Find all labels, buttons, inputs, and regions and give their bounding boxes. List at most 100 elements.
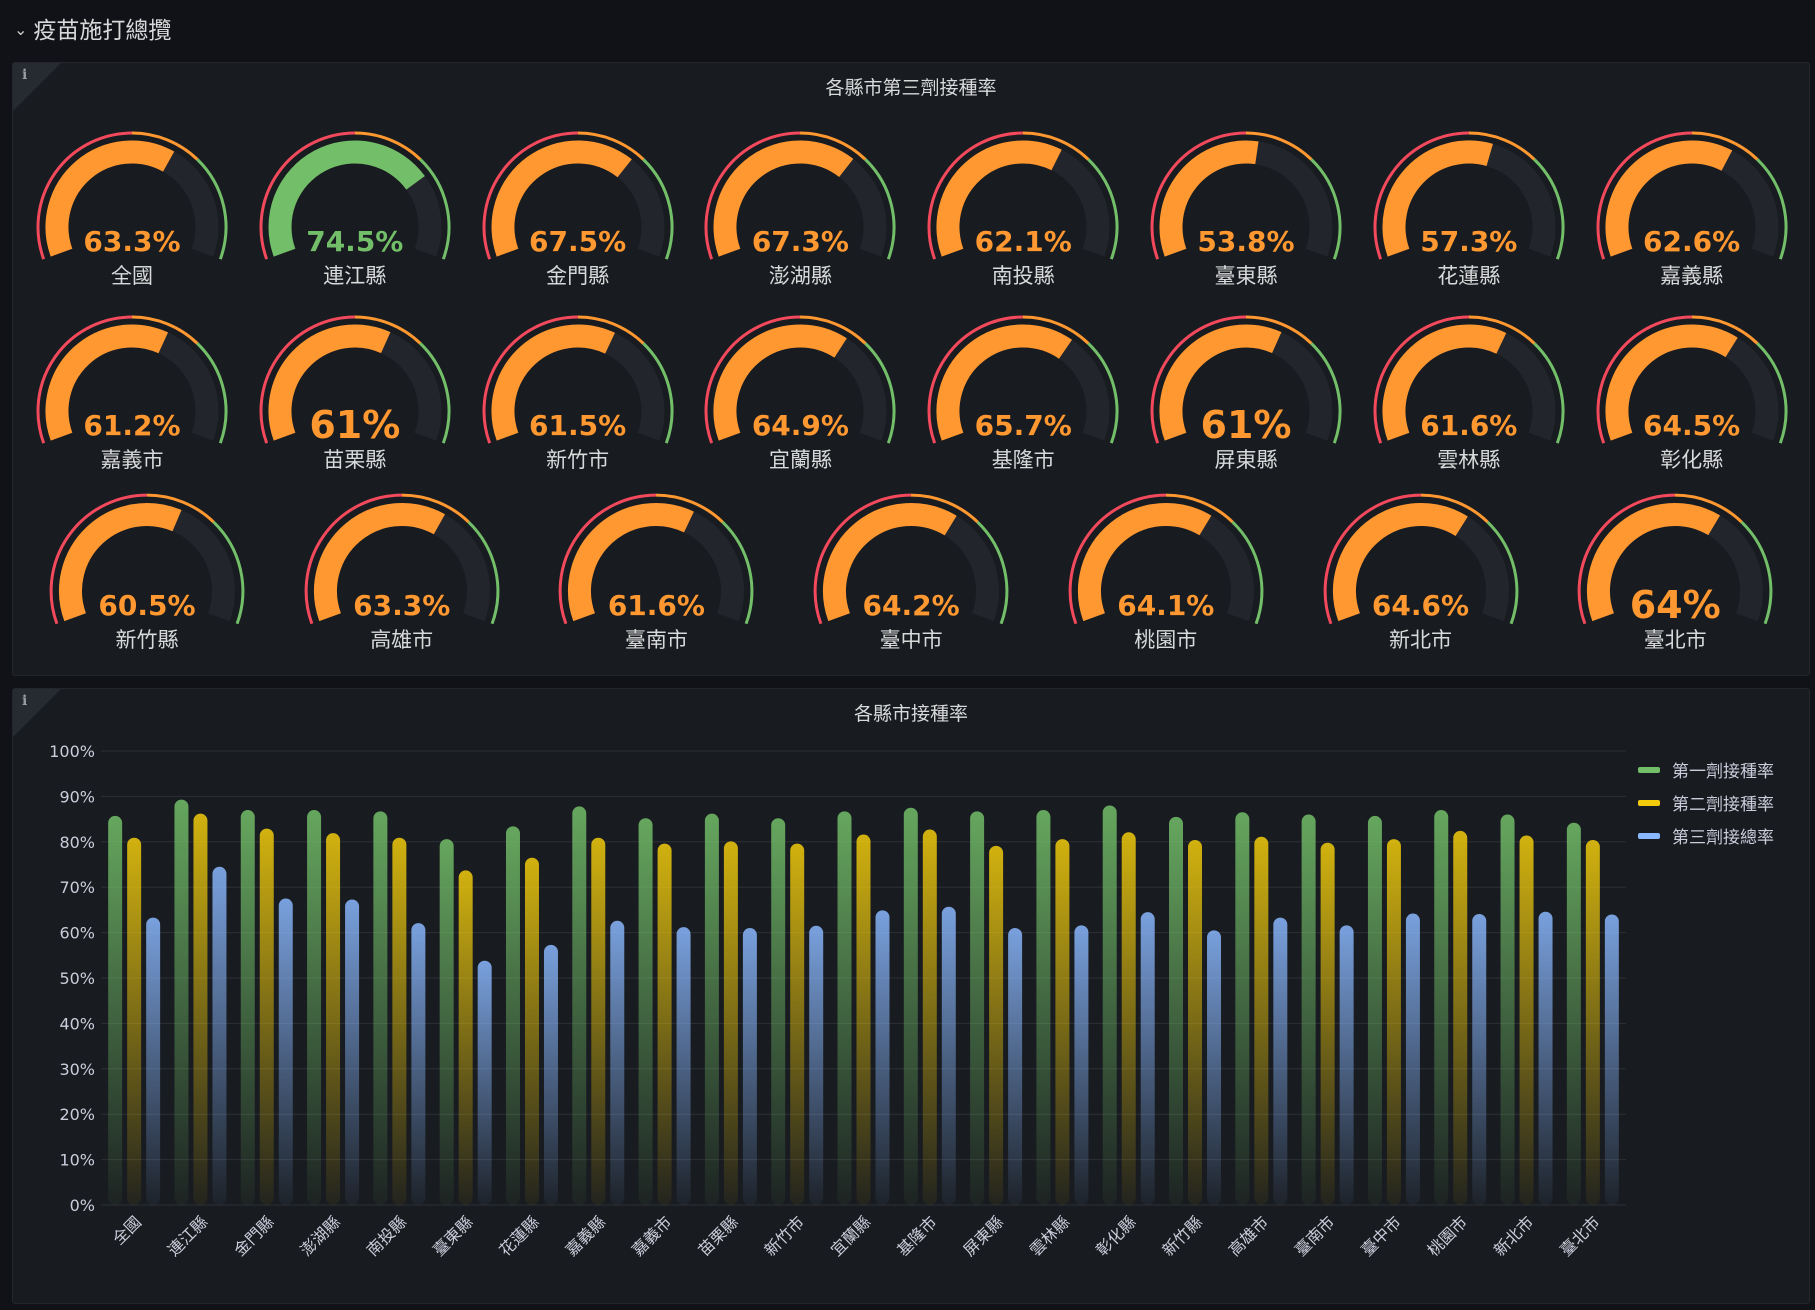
bar-2[interactable] [1254, 836, 1269, 1205]
gauge: 64.1% 桃園市 [1056, 491, 1276, 671]
bar-3[interactable] [411, 923, 426, 1205]
bar-1[interactable] [704, 813, 719, 1205]
bar-3[interactable] [212, 866, 227, 1205]
threshold-band [1373, 131, 1469, 260]
legend-item[interactable]: 第一劑接種率 [1638, 753, 1774, 786]
bar-3[interactable] [809, 925, 824, 1205]
bar-3[interactable] [1472, 913, 1487, 1205]
bar-3[interactable] [1405, 913, 1420, 1205]
row-header-vaccine-overview[interactable]: ⌄ 疫苗施打總攬 [14, 8, 171, 48]
bar-1[interactable] [903, 807, 918, 1205]
bar-2[interactable] [1519, 835, 1534, 1205]
bar-3[interactable] [1604, 914, 1619, 1205]
bar-1[interactable] [505, 826, 520, 1205]
bar-1[interactable] [1367, 815, 1382, 1205]
bar-2[interactable] [1188, 839, 1203, 1205]
threshold-band [1245, 315, 1313, 345]
gauge-value-arc [823, 503, 957, 622]
legend-item[interactable]: 第三劑接總率 [1638, 819, 1774, 852]
bar-3[interactable] [676, 927, 691, 1205]
info-icon[interactable]: i [22, 693, 28, 709]
bar-2[interactable] [1055, 839, 1070, 1205]
gauge-label: 嘉義縣 [1660, 264, 1724, 288]
gauge-arc [482, 315, 674, 444]
bar-1[interactable] [837, 811, 852, 1205]
gauge: 64.9% 宜蘭縣 [690, 311, 910, 491]
bar-1[interactable] [1102, 805, 1117, 1205]
gauge-label: 雲林縣 [1437, 448, 1501, 472]
legend-swatch [1638, 832, 1660, 839]
bar-3[interactable] [477, 960, 492, 1205]
bar-2[interactable] [856, 834, 871, 1205]
bar-3[interactable] [1207, 930, 1222, 1205]
bar-2[interactable] [1453, 830, 1468, 1205]
bar-3[interactable] [1339, 925, 1354, 1205]
bar-3[interactable] [742, 928, 757, 1205]
bar-3[interactable] [941, 906, 956, 1205]
x-tick-label: 桃園市 [1424, 1212, 1471, 1259]
bar-1[interactable] [970, 811, 985, 1205]
bar-3[interactable] [1140, 912, 1155, 1205]
info-icon[interactable]: i [22, 67, 28, 83]
threshold-band [259, 315, 355, 444]
bar-1[interactable] [1434, 810, 1449, 1205]
bar-1[interactable] [638, 818, 653, 1205]
bar-1[interactable] [1036, 810, 1051, 1205]
x-tick-label: 新竹縣 [1158, 1212, 1205, 1259]
bar-2[interactable] [193, 813, 208, 1205]
bar-2[interactable] [524, 857, 539, 1205]
bar-2[interactable] [989, 845, 1004, 1205]
bar-3[interactable] [345, 899, 360, 1205]
threshold-band [1231, 520, 1264, 625]
bar-3[interactable] [543, 944, 558, 1205]
bar-1[interactable] [1500, 814, 1515, 1205]
bar-3[interactable] [1538, 911, 1553, 1205]
bar-2[interactable] [790, 843, 805, 1205]
bar-1[interactable] [1235, 812, 1250, 1205]
bar-1[interactable] [174, 799, 189, 1205]
bar-2[interactable] [458, 870, 473, 1205]
bar-1[interactable] [439, 839, 454, 1205]
threshold-band [1596, 131, 1692, 260]
gauge-value-arc [268, 324, 391, 441]
y-tick-label: 100% [49, 742, 95, 761]
bar-1[interactable] [373, 811, 388, 1205]
bar-2[interactable] [259, 828, 274, 1205]
bar-2[interactable] [1320, 842, 1335, 1205]
bar-2[interactable] [326, 833, 341, 1205]
gauge-label: 基隆市 [991, 448, 1055, 472]
bar-3[interactable] [146, 917, 161, 1205]
bar-2[interactable] [723, 841, 738, 1205]
bar-3[interactable] [1074, 925, 1089, 1205]
legend-item[interactable]: 第二劑接種率 [1638, 786, 1774, 819]
bar-2[interactable] [922, 829, 937, 1205]
gauge-value: 67.5% [529, 225, 627, 258]
bar-2[interactable] [1121, 832, 1136, 1205]
bar-1[interactable] [1169, 816, 1184, 1205]
bar-1[interactable] [572, 806, 587, 1205]
bar-2[interactable] [657, 843, 672, 1205]
bar-1[interactable] [1301, 814, 1316, 1205]
bar-1[interactable] [1566, 822, 1581, 1205]
bar-2[interactable] [1386, 839, 1401, 1205]
bar-1[interactable] [108, 815, 123, 1205]
bar-1[interactable] [240, 810, 255, 1205]
bar-3[interactable] [1273, 917, 1288, 1205]
gauge: 61% 屏東縣 [1136, 311, 1356, 491]
bar-1[interactable] [771, 818, 786, 1205]
gauge-label: 南投縣 [991, 264, 1055, 288]
threshold-band [146, 493, 215, 524]
legend-label: 第三劑接總率 [1672, 828, 1774, 848]
gauge-arc [1323, 493, 1518, 625]
bar-2[interactable] [1585, 839, 1600, 1205]
threshold-band [1755, 158, 1788, 260]
bar-2[interactable] [392, 837, 407, 1205]
bar-1[interactable] [307, 810, 322, 1205]
bar-3[interactable] [1008, 928, 1023, 1205]
bar-3[interactable] [875, 910, 890, 1205]
bar-2[interactable] [127, 837, 142, 1205]
gauge-value-arc [1605, 324, 1738, 441]
bar-3[interactable] [278, 898, 293, 1205]
bar-2[interactable] [591, 837, 606, 1205]
bar-3[interactable] [610, 920, 625, 1205]
